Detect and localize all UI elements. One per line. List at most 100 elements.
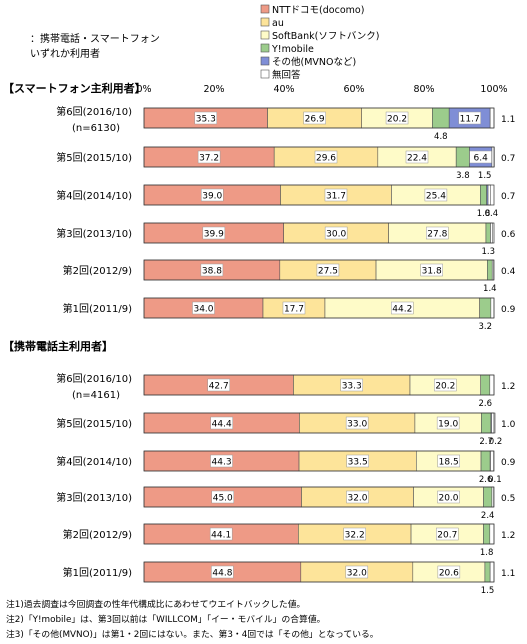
group-title: 【スマートフォン主利用者】 [3, 81, 146, 95]
x-tick-label: 40% [273, 84, 294, 95]
data-label: 31.8 [422, 267, 442, 277]
small-value-label: 1.8 [477, 209, 491, 219]
small-value-label: 0.1 [488, 475, 502, 485]
small-value-label: 2.6 [478, 399, 492, 409]
data-label: 17.7 [284, 305, 304, 315]
bar-segment [490, 297, 495, 319]
bar-segment [484, 561, 491, 583]
data-label-box [345, 416, 369, 430]
data-label: 20.7 [437, 531, 457, 541]
data-label: 27.8 [427, 230, 447, 240]
data-label: 20.2 [387, 115, 407, 125]
header-note-line-1: ：携帯電話・スマートフォン [30, 32, 160, 45]
end-label: 1.1 [501, 569, 515, 579]
end-label: 1.1 [501, 115, 515, 125]
bar-segment [491, 259, 494, 281]
data-label-box [200, 263, 224, 277]
data-label: 26.9 [305, 115, 325, 125]
x-axis: 0% 20% 40% 60% 80% 100% [136, 84, 507, 95]
row-label: 第6回(2016/10) [56, 372, 132, 385]
data-label: 11.7 [460, 115, 480, 125]
small-value-label: 2.4 [481, 511, 495, 521]
data-label-box [324, 188, 348, 202]
end-label: 0.6 [501, 230, 516, 240]
data-label-box [192, 301, 215, 315]
bar-frame [143, 146, 495, 168]
small-value-label: 1.3 [481, 247, 495, 257]
end-label: 1.0 [501, 420, 516, 430]
legend: NTTドコモ(docomo) au SoftBank(ソフトバンク) Y!mobile… [260, 4, 380, 81]
row-label: 第1回(2011/9) [63, 566, 132, 579]
row-label: 第3回(2013/10) [56, 227, 132, 240]
row-label: 第4回(2014/10) [56, 189, 132, 202]
data-label: 18.5 [439, 458, 459, 468]
data-label-box [437, 490, 460, 504]
data-label: 45.0 [213, 494, 233, 504]
data-label: 30.0 [326, 230, 346, 240]
bar-segment [491, 486, 494, 508]
small-value-label: 1.8 [480, 548, 494, 558]
data-label-box [437, 565, 461, 579]
data-label: 25.4 [426, 192, 446, 202]
bar-frame [143, 222, 495, 244]
legend-swatch-4 [260, 56, 270, 66]
data-label: 22.4 [407, 154, 427, 164]
x-tick-label: 0% [136, 84, 151, 95]
row-label: 第5回(2015/10) [56, 417, 132, 430]
data-label: 32.0 [347, 494, 367, 504]
legend-swatch-3 [260, 43, 270, 53]
small-value-label: 2.6 [479, 475, 493, 485]
data-label: 44.2 [392, 305, 412, 315]
data-label: 33.0 [347, 420, 367, 430]
data-label: 44.1 [211, 531, 231, 541]
bar-segment [432, 107, 450, 129]
small-value-label: 3.2 [478, 322, 492, 332]
data-label: 38.8 [202, 267, 222, 277]
x-tick-label: 100% [480, 84, 507, 95]
bar-segment [490, 450, 494, 472]
bar-frame [143, 450, 495, 472]
data-label: 33.3 [342, 382, 362, 392]
legend-swatch-5 [260, 69, 270, 79]
legend-label-5: 無回答 [272, 69, 301, 81]
data-label-box [437, 454, 460, 468]
bar-segment [489, 107, 495, 129]
data-label: 29.6 [316, 154, 336, 164]
group-title: 【携帯電話主利用者】 [3, 339, 113, 353]
data-label-box [324, 226, 348, 240]
end-label: 0.7 [501, 192, 515, 202]
footnotes: 注1)過去調査は今回調査の性年代構成比にあわせてウエイトバックした値。 注2)「… [6, 598, 379, 640]
data-label: 33.5 [348, 458, 368, 468]
legend-label-2: SoftBank(ソフトバンク) [272, 31, 380, 42]
end-label: 0.9 [501, 305, 516, 315]
data-label-box [211, 490, 234, 504]
bar-segment [480, 184, 487, 206]
data-label-box [385, 111, 409, 125]
data-label: 44.8 [212, 569, 232, 579]
data-label-box [210, 416, 233, 430]
data-label: 20.6 [439, 569, 459, 579]
bar-frame [143, 107, 495, 129]
data-label-box [201, 188, 224, 202]
bar-segment [479, 297, 492, 319]
bar-frame [143, 412, 495, 434]
legend-swatch-1 [260, 17, 270, 27]
small-value-label: 4.8 [434, 132, 448, 142]
small-value-label: 1.5 [481, 586, 495, 596]
bar-segment [483, 486, 493, 508]
data-label: 34.0 [193, 305, 213, 315]
legend-label-1: au [272, 18, 284, 29]
data-label: 32.0 [347, 569, 367, 579]
data-label-box [202, 226, 226, 240]
data-label-box [436, 416, 460, 430]
data-label: 39.0 [202, 192, 222, 202]
data-label-box [346, 490, 369, 504]
data-label: 37.2 [199, 154, 219, 164]
x-tick-label: 20% [203, 84, 224, 95]
data-label-box [340, 378, 363, 392]
bar-segment [480, 374, 491, 396]
bar-frame [143, 486, 495, 508]
small-value-label: 0.2 [489, 437, 503, 447]
row-label: 第1回(2011/9) [63, 302, 132, 315]
